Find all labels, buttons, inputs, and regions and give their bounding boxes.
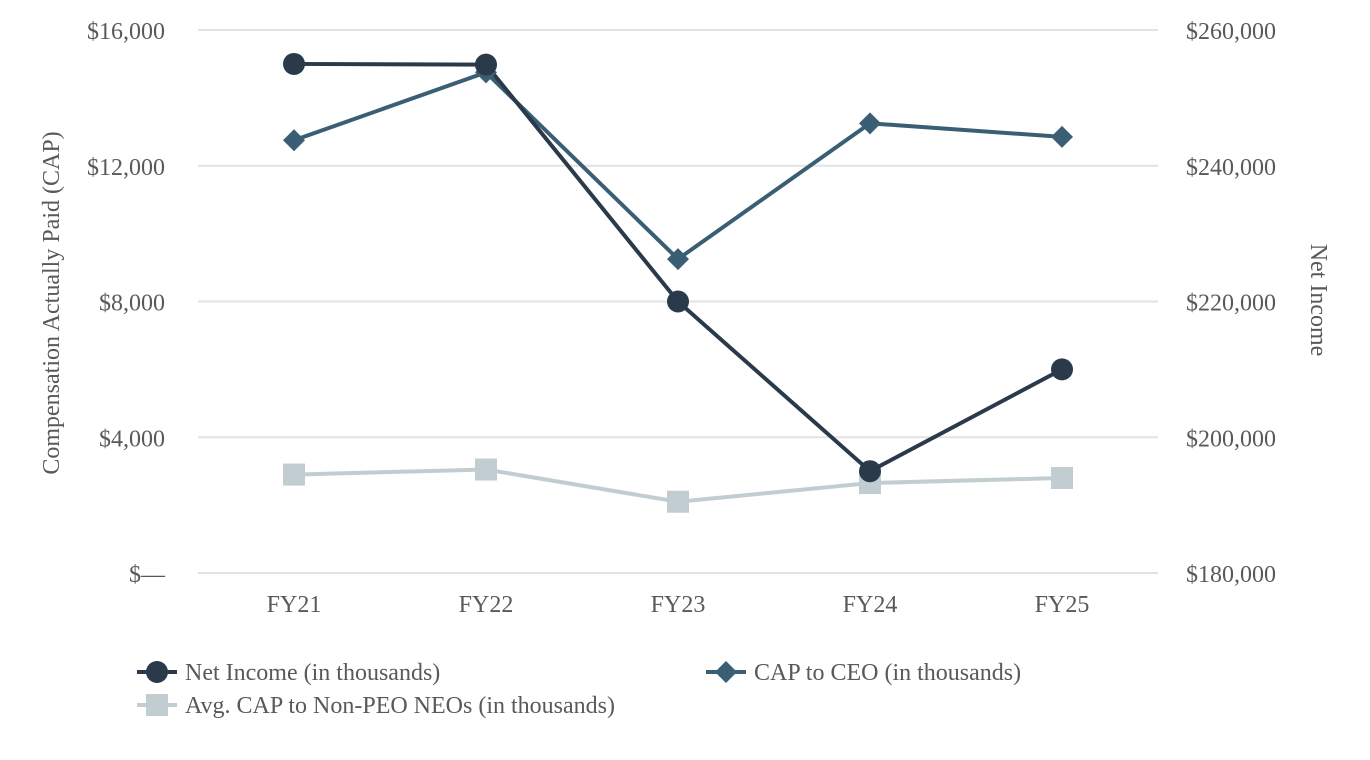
data-point: [283, 52, 305, 75]
data-point: [283, 463, 305, 486]
data-point: [1051, 358, 1073, 381]
right-tick-label: $220,000: [1186, 291, 1276, 317]
data-point: [475, 53, 497, 76]
legend-label: Avg. CAP to Non-PEO NEOs (in thousands): [185, 693, 615, 719]
legend-marker: [715, 661, 737, 683]
data-point: [667, 290, 689, 313]
right-tick-label: $200,000: [1186, 426, 1276, 452]
x-tick-label: FY25: [1035, 592, 1090, 618]
right-axis-ticks: $180,000 $200,000 $220,000 $240,000 $260,000: [1186, 19, 1276, 588]
legend: Net Income (in thousands) CAP to CEO (in …: [137, 660, 1021, 719]
data-point: [859, 460, 881, 483]
legend-marker: [146, 661, 168, 683]
data-point: [283, 129, 305, 152]
series-layer: [283, 52, 1073, 513]
data-point: [475, 458, 497, 481]
right-tick-label: $180,000: [1186, 562, 1276, 588]
x-axis-ticks: FY21 FY22 FY23 FY24 FY25: [267, 592, 1090, 618]
right-axis-title: Net Income: [1305, 244, 1331, 357]
data-point: [667, 490, 689, 513]
data-point: [1051, 466, 1073, 489]
legend-marker: [146, 694, 168, 716]
x-tick-label: FY22: [459, 592, 514, 618]
legend-label: CAP to CEO (in thousands): [754, 660, 1021, 686]
legend-label: Net Income (in thousands): [185, 660, 440, 686]
left-tick-label: $16,000: [87, 19, 165, 45]
left-axis-title: Compensation Actually Paid (CAP): [39, 131, 65, 474]
left-tick-label: $8,000: [99, 291, 165, 317]
data-point: [859, 112, 881, 135]
x-tick-label: FY24: [843, 592, 898, 618]
data-point: [667, 248, 689, 271]
x-tick-label: FY23: [651, 592, 706, 618]
left-axis-ticks: $— $4,000 $8,000 $12,000 $16,000: [87, 19, 166, 588]
right-tick-label: $260,000: [1186, 19, 1276, 45]
left-tick-label: $12,000: [87, 155, 165, 181]
left-tick-label: $—: [129, 562, 166, 588]
data-point: [1051, 125, 1073, 148]
right-tick-label: $240,000: [1186, 155, 1276, 181]
x-tick-label: FY21: [267, 592, 322, 618]
left-tick-label: $4,000: [99, 426, 165, 452]
